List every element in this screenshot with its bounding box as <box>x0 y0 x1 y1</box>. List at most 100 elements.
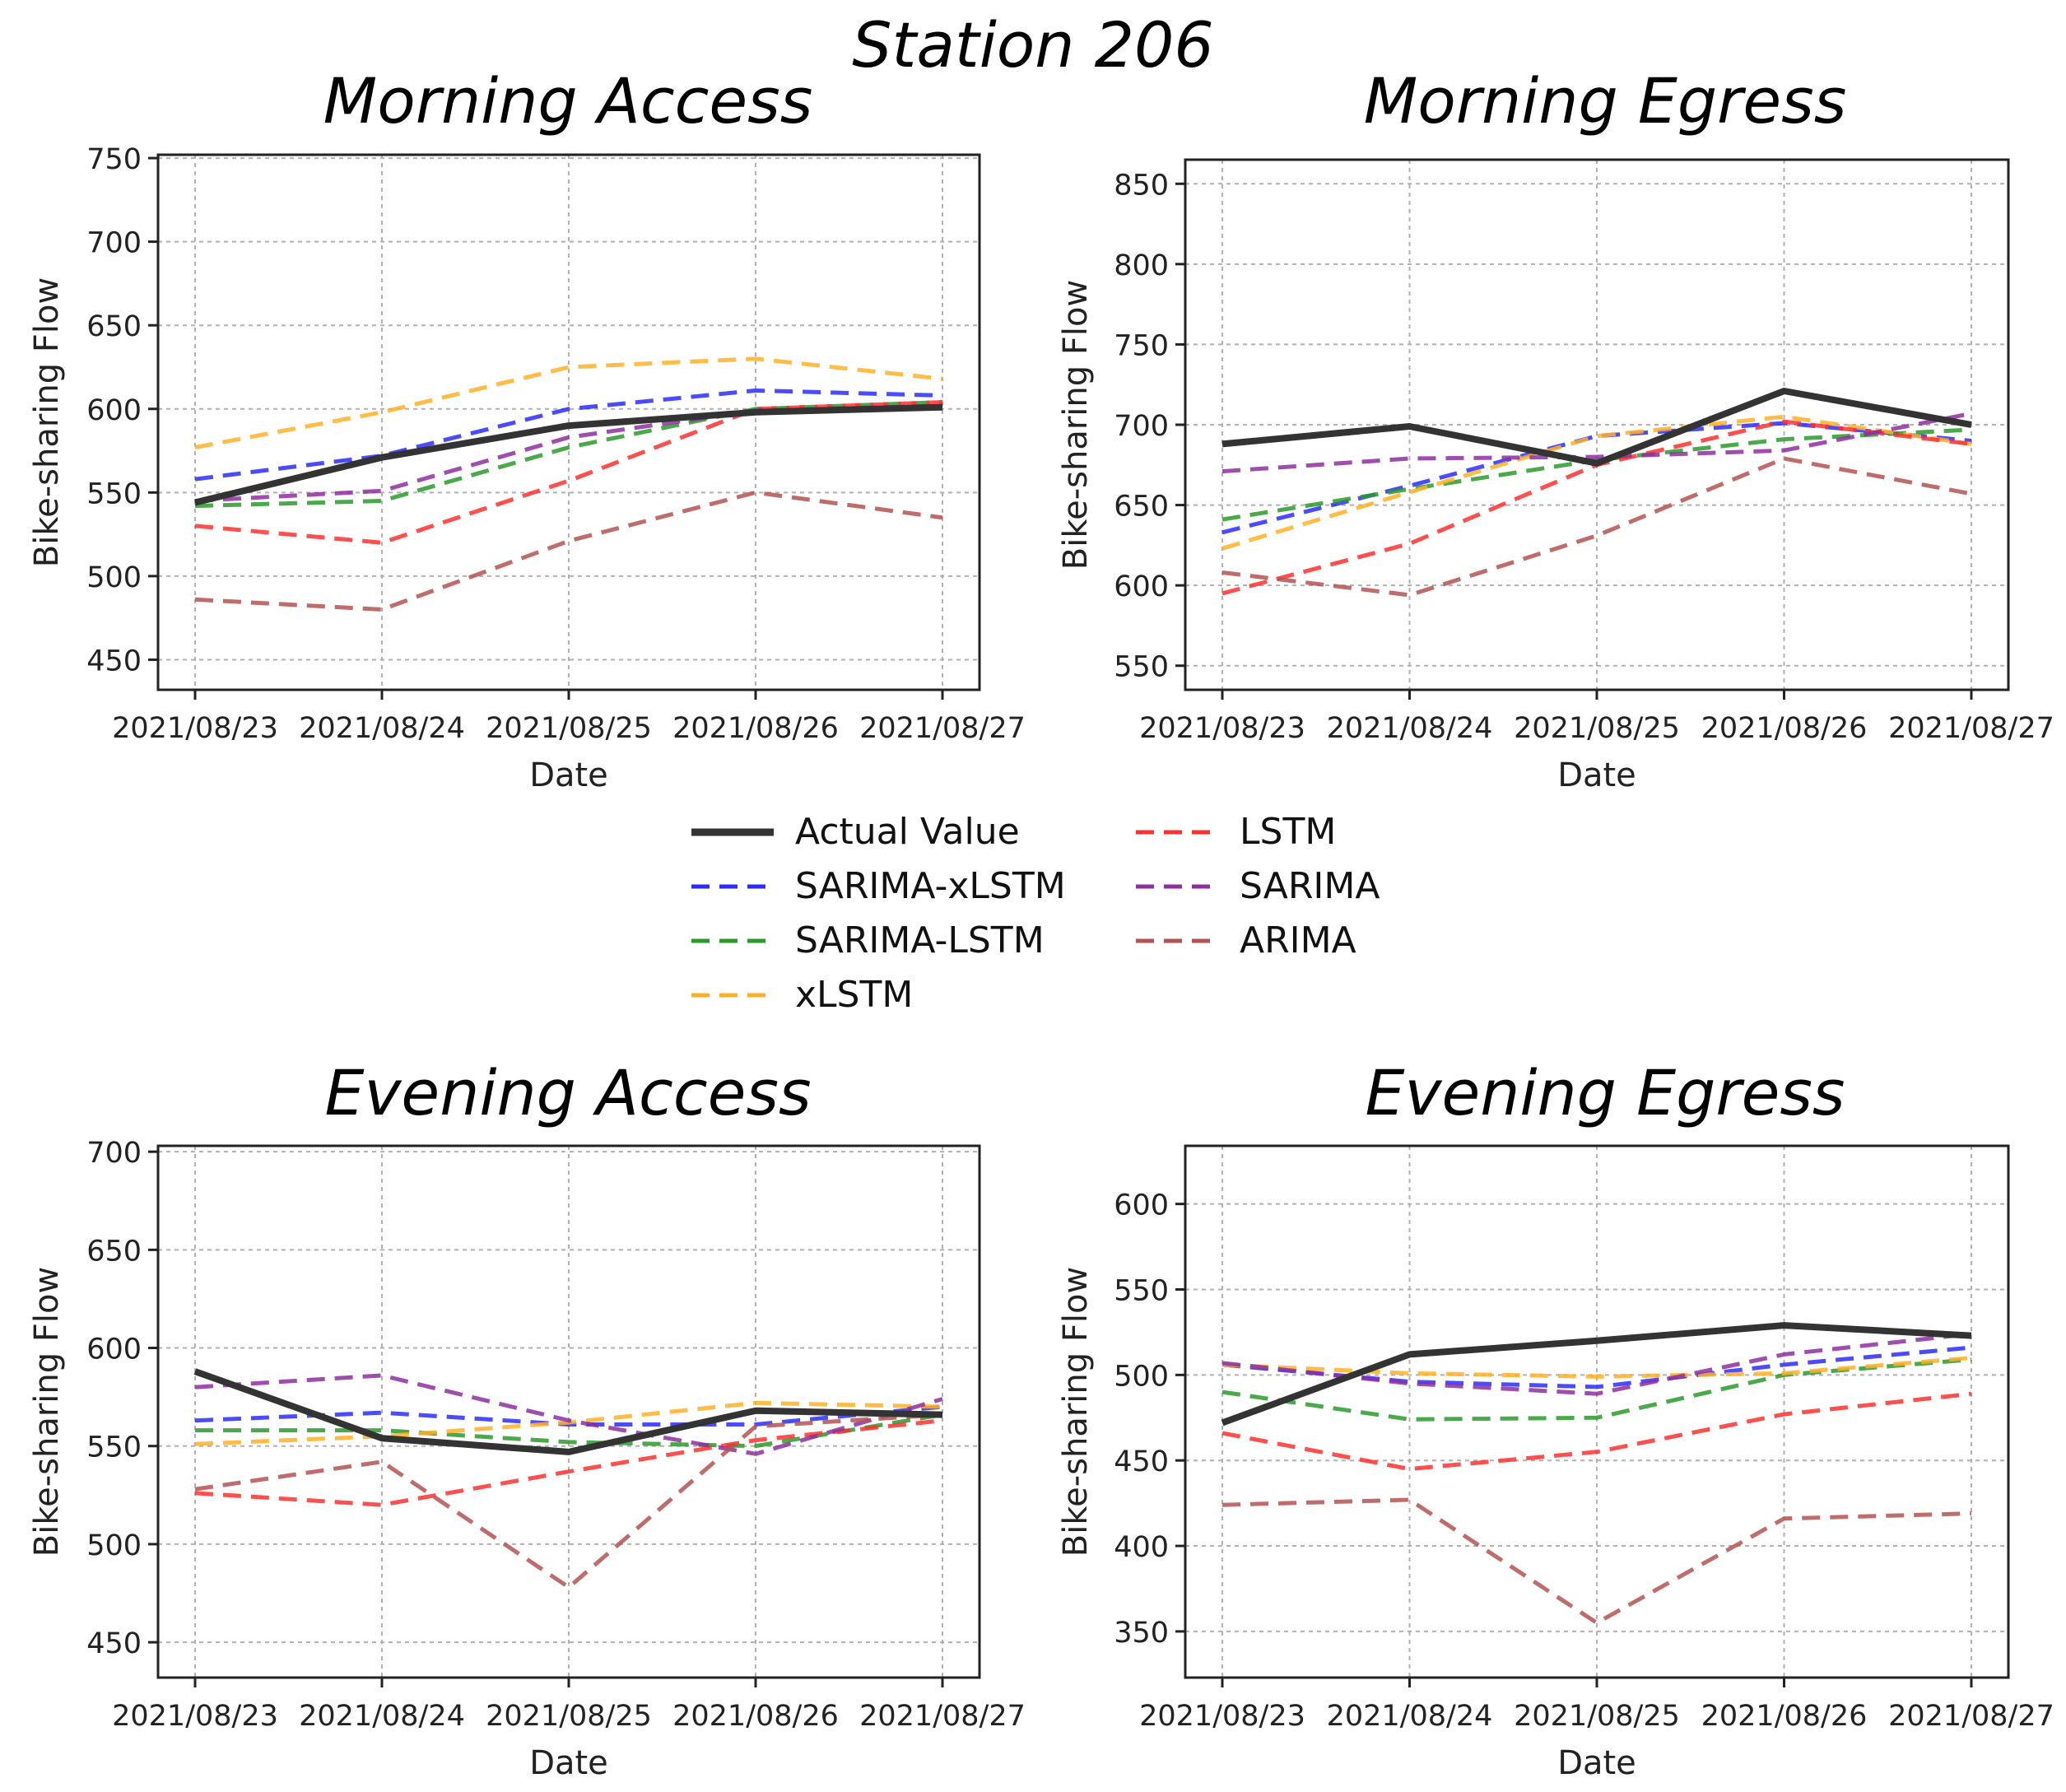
chart1-xlabel: Date <box>1557 756 1636 794</box>
legend-swatch-actual-value <box>691 828 774 836</box>
chart0-xtick-label-0: 2021/08/23 <box>112 712 278 745</box>
legend-label-xlstm: xLSTM <box>795 974 914 1016</box>
chart3-ytick-label-400: 400 <box>1114 1531 1169 1564</box>
chart-morning-egress: 550 600 650 700 750 800 850 2021/08/23 2021/08/2… <box>1057 158 2054 794</box>
chart3-xlabel: Date <box>1557 1744 1636 1782</box>
legend-item-arima: ARIMA <box>1124 914 1487 968</box>
chart0-series-actual-value <box>194 403 943 506</box>
chart1-xtick-label-2: 2021/08/25 <box>1514 712 1680 745</box>
chart3-ytick-label-350: 350 <box>1114 1617 1169 1650</box>
chart-morning-access: 450 500 550 600 650 700 750 2021/08/23 2021/08/2… <box>28 143 1026 794</box>
chart0-xtick-label-4: 2021/08/27 <box>859 712 1026 745</box>
chart0-xtick-label-2: 2021/08/25 <box>486 712 652 745</box>
chart1-series-actual-value <box>1221 388 1972 467</box>
legend-item-sarima-xlstm: SARIMA-xLSTM <box>680 859 1066 914</box>
panel-title-morning-egress: Morning Egress <box>1363 64 1847 137</box>
chart0-series-sarima-xlstm <box>194 388 943 482</box>
chart1-xtick-label-0: 2021/08/23 <box>1139 712 1305 745</box>
chart2-series-actual-value <box>193 1368 943 1455</box>
legend-swatch-lstm <box>1136 830 1218 835</box>
legend-swatch-sarima-xlstm <box>691 884 774 889</box>
chart2-xlabel: Date <box>529 1744 608 1782</box>
legend: Actual Value SARIMA-xLSTM SARIMA-LSTM xL… <box>680 805 1404 1036</box>
chart1-ytick-label-850: 850 <box>1114 169 1169 202</box>
chart2-ylabel: Bike-sharing Flow <box>28 1267 66 1557</box>
chart0-ytick-label-750: 750 <box>86 143 142 176</box>
panel-title-evening-egress: Evening Egress <box>1365 1056 1845 1129</box>
chart0-xlabel: Date <box>529 756 608 794</box>
chart1-ytick-label-750: 750 <box>1114 329 1169 362</box>
legend-item-xlstm: xLSTM <box>680 968 1042 1022</box>
chart0-ytick-label-550: 550 <box>86 477 142 510</box>
chart3-series-xlstm <box>1221 1356 1972 1379</box>
legend-item-lstm: LSTM <box>1124 805 1487 859</box>
chart1-ytick-label-700: 700 <box>1114 410 1169 443</box>
chart3-xtick-label-2: 2021/08/25 <box>1514 1700 1680 1733</box>
figure-title: Station 206 <box>852 8 1214 81</box>
chart-evening-access: 450 500 550 600 650 700 2021/08/23 2021/08/24 20… <box>28 1137 1026 1782</box>
chart0-series-xlstm <box>194 356 943 449</box>
chart1-ytick-label-800: 800 <box>1114 249 1169 282</box>
chart-evening-egress: 350 400 450 500 550 600 2021/08/23 2021/08/24 20… <box>1057 1144 2054 1782</box>
chart2-series-arima <box>194 1413 943 1590</box>
chart2-ytick-label-450: 450 <box>86 1627 142 1660</box>
chart0-xtick-label-1: 2021/08/24 <box>299 712 465 745</box>
chart2-series-lstm <box>194 1418 943 1507</box>
legend-label-sarima-lstm: SARIMA-LSTM <box>795 919 1045 961</box>
chart1-ytick-label-600: 600 <box>1114 570 1169 603</box>
chart3-series-lstm <box>1221 1391 1972 1472</box>
legend-label-lstm: LSTM <box>1240 811 1337 853</box>
legend-label-actual-value: Actual Value <box>795 811 1020 853</box>
legend-item-actual-value: Actual Value <box>680 805 1042 859</box>
chart1-series-arima <box>1221 456 1972 598</box>
panel-title-morning-access: Morning Access <box>323 64 813 137</box>
chart2-ytick-label-500: 500 <box>86 1529 142 1562</box>
chart1-xtick-label-3: 2021/08/26 <box>1701 712 1868 745</box>
chart0-series-lstm <box>194 400 943 545</box>
chart3-xtick-label-0: 2021/08/23 <box>1139 1700 1305 1733</box>
chart3-ytick-label-600: 600 <box>1114 1189 1169 1222</box>
chart0-ytick-label-500: 500 <box>86 561 142 594</box>
chart2-xtick-label-2: 2021/08/25 <box>486 1700 652 1733</box>
legend-item-sarima: SARIMA <box>1124 859 1487 914</box>
chart1-ytick-label-550: 550 <box>1114 651 1169 684</box>
chart1-ylabel: Bike-sharing Flow <box>1057 280 1095 570</box>
chart0-ytick-label-450: 450 <box>86 645 142 677</box>
chart0-ylabel: Bike-sharing Flow <box>28 277 66 567</box>
chart3-series-actual-value <box>1221 1322 1972 1427</box>
chart3-ytick-label-550: 550 <box>1114 1274 1169 1307</box>
chart0-ytick-label-650: 650 <box>86 310 142 343</box>
chart0-ytick-label-600: 600 <box>86 394 142 427</box>
chart1-series-sarima <box>1221 411 1972 474</box>
legend-item-sarima-lstm: SARIMA-LSTM <box>680 914 1045 968</box>
chart3-ylabel: Bike-sharing Flow <box>1057 1267 1095 1557</box>
legend-label-sarima: SARIMA <box>1240 865 1380 907</box>
chart3-xtick-label-3: 2021/08/26 <box>1701 1700 1868 1733</box>
chart1-ytick-label-650: 650 <box>1114 491 1169 524</box>
legend-swatch-xlstm <box>691 993 774 998</box>
chart1-series-sarima-xlstm <box>1221 421 1972 535</box>
legend-swatch-sarima-lstm <box>691 938 774 943</box>
chart3-xtick-label-1: 2021/08/24 <box>1327 1700 1493 1733</box>
legend-swatch-arima <box>1136 938 1218 943</box>
chart2-xtick-label-3: 2021/08/26 <box>672 1700 839 1733</box>
legend-swatch-sarima <box>1136 884 1218 889</box>
chart2-ytick-label-700: 700 <box>86 1137 142 1170</box>
legend-label-sarima-xlstm: SARIMA-xLSTM <box>795 865 1066 907</box>
legend-label-arima: ARIMA <box>1240 919 1356 961</box>
chart0-ytick-label-700: 700 <box>86 227 142 260</box>
chart0-xtick-label-3: 2021/08/26 <box>672 712 839 745</box>
panel-title-evening-access: Evening Access <box>324 1056 812 1129</box>
chart2-ytick-label-650: 650 <box>86 1235 142 1268</box>
chart2-series-sarima <box>194 1373 943 1456</box>
chart1-xtick-label-1: 2021/08/24 <box>1327 712 1493 745</box>
chart1-xtick-label-4: 2021/08/27 <box>1888 712 2054 745</box>
chart2-xtick-label-1: 2021/08/24 <box>299 1700 465 1733</box>
chart0-series-arima <box>194 490 943 612</box>
chart3-xtick-label-4: 2021/08/27 <box>1888 1700 2054 1733</box>
chart0-series-sarima-lstm <box>194 400 943 509</box>
chart3-series-arima <box>1221 1497 1972 1625</box>
chart3-ytick-label-500: 500 <box>1114 1360 1169 1393</box>
chart3-ytick-label-450: 450 <box>1114 1445 1169 1478</box>
